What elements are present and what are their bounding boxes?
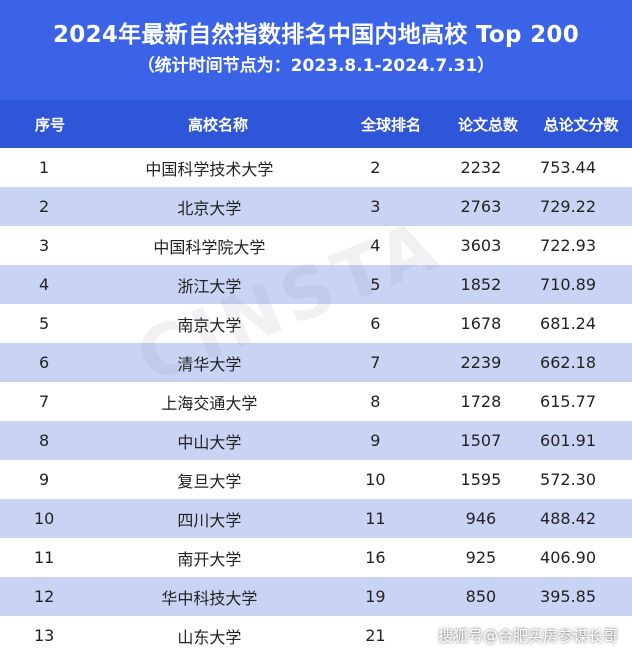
row-no: 1 [39,158,50,177]
row-name: 南京大学 [177,315,242,335]
row-score: 681.24 [540,314,597,333]
row-no: 12 [33,587,55,606]
row-rank: 9 [370,431,381,450]
row-rank: 3 [370,197,381,216]
row-no: 8 [39,431,50,450]
row-score: 395.85 [540,587,597,606]
row-name: 中国科学技术大学 [145,159,274,179]
row-name: 山东大学 [177,627,242,647]
row-score: 406.90 [540,548,597,567]
column-header-no: 序号 [34,115,65,134]
row-rank: 16 [365,548,386,567]
row-papers: 1507 [460,431,502,450]
table-row: 8 中山大学 9 1507 601.91 [0,421,632,460]
row-name: 北京大学 [177,198,242,218]
row-rank: 19 [365,587,386,606]
column-header-papers: 论文总数 [457,115,518,134]
row-papers: 2239 [460,353,502,372]
table-body: 1 中国科学技术大学 2 2232 753.44 2 北京大学 3 2763 729.22 3 中国科… [0,148,632,655]
title-banner: 2024年最新自然指数排名中国内地高校 Top 200 （统计时间节点为：202… [0,0,632,100]
row-no: 4 [39,275,50,294]
table-row: 7 上海交通大学 8 1728 615.77 [0,382,632,421]
page-title: 2024年最新自然指数排名中国内地高校 Top 200 [52,22,580,48]
row-papers: 1595 [460,470,502,489]
row-score: 488.42 [540,509,597,528]
row-papers: 2232 [460,158,502,177]
row-rank: 2 [370,158,381,177]
row-rank: 6 [370,314,381,333]
row-score: 753.44 [540,158,597,177]
row-papers: 2763 [460,197,502,216]
table-row: 13 山东大学 21 [0,616,632,655]
row-score: 572.30 [540,470,597,489]
source-credit: 搜狐号@合肥买房参谋长哥 [437,627,618,645]
table-row: 2 北京大学 3 2763 729.22 [0,187,632,226]
row-no: 2 [39,197,50,216]
row-no: 5 [39,314,50,333]
table-row: 11 南开大学 16 925 406.90 [0,538,632,577]
row-no: 7 [39,392,50,411]
row-no: 6 [39,353,50,372]
row-rank: 11 [365,509,386,528]
row-no: 13 [33,626,55,645]
row-rank: 5 [370,275,381,294]
table-row: 9 复旦大学 10 1595 572.30 [0,460,632,499]
row-name: 清华大学 [177,354,242,374]
column-header-name: 高校名称 [187,115,248,134]
row-rank: 21 [365,626,386,645]
table-row: 6 清华大学 7 2239 662.18 [0,343,632,382]
row-rank: 7 [370,353,381,372]
row-papers: 1728 [460,392,502,411]
table-row: 5 南京大学 6 1678 681.24 [0,304,632,343]
row-papers: 850 [465,587,497,606]
table-row: 3 中国科学院大学 4 3603 722.93 [0,226,632,265]
row-name: 复旦大学 [177,471,242,491]
row-rank: 10 [365,470,386,489]
row-score: 722.93 [540,236,597,255]
row-rank: 4 [370,236,381,255]
row-papers: 925 [465,548,497,567]
row-name: 中山大学 [177,432,242,452]
row-name: 南开大学 [177,549,242,569]
row-no: 11 [33,548,55,567]
row-name: 华中科技大学 [161,588,258,608]
table-header: 序号 高校名称 全球排名 论文总数 总论文分数 [0,100,632,148]
row-score: 662.18 [540,353,597,372]
row-name: 四川大学 [177,510,242,530]
row-score: 615.77 [540,392,597,411]
table-row: 10 四川大学 11 946 488.42 [0,499,632,538]
row-rank: 8 [370,392,381,411]
row-score: 710.89 [540,275,597,294]
row-name: 中国科学院大学 [153,237,266,257]
row-score: 729.22 [540,197,597,216]
table-row: 4 浙江大学 5 1852 710.89 [0,265,632,304]
column-header-rank: 全球排名 [360,115,421,134]
row-papers: 3603 [460,236,502,255]
row-papers: 946 [465,509,497,528]
table-row: 1 中国科学技术大学 2 2232 753.44 [0,148,632,187]
column-header-score: 总论文分数 [543,115,619,134]
row-name: 浙江大学 [177,276,242,296]
row-no: 3 [39,236,50,255]
table-row: 12 华中科技大学 19 850 395.85 [0,577,632,616]
row-name: 上海交通大学 [161,393,258,413]
row-no: 9 [39,470,50,489]
row-score: 601.91 [540,431,597,450]
row-no: 10 [33,509,55,528]
row-papers: 1852 [460,275,502,294]
row-papers: 1678 [460,314,502,333]
page-subtitle: （统计时间节点为：2023.8.1-2024.7.31） [137,56,495,76]
